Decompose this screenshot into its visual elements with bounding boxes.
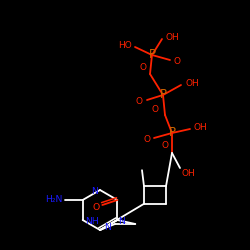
Text: O: O: [161, 142, 168, 150]
Text: O: O: [139, 64, 146, 72]
Text: O: O: [92, 202, 99, 211]
Text: P: P: [148, 48, 156, 62]
Text: N: N: [104, 224, 111, 232]
Text: HO: HO: [118, 42, 132, 50]
Text: O: O: [143, 134, 150, 143]
Text: O: O: [136, 96, 143, 106]
Text: OH: OH: [165, 32, 179, 42]
Text: H₂N: H₂N: [45, 196, 63, 204]
Text: N: N: [91, 188, 98, 196]
Text: P: P: [168, 126, 175, 140]
Text: N: N: [118, 218, 125, 226]
Text: O: O: [174, 56, 181, 66]
Text: P: P: [160, 88, 166, 102]
Text: NH: NH: [85, 218, 98, 226]
Text: OH: OH: [194, 124, 208, 132]
Text: OH: OH: [185, 80, 199, 88]
Text: OH: OH: [182, 168, 196, 177]
Text: O: O: [152, 104, 159, 114]
